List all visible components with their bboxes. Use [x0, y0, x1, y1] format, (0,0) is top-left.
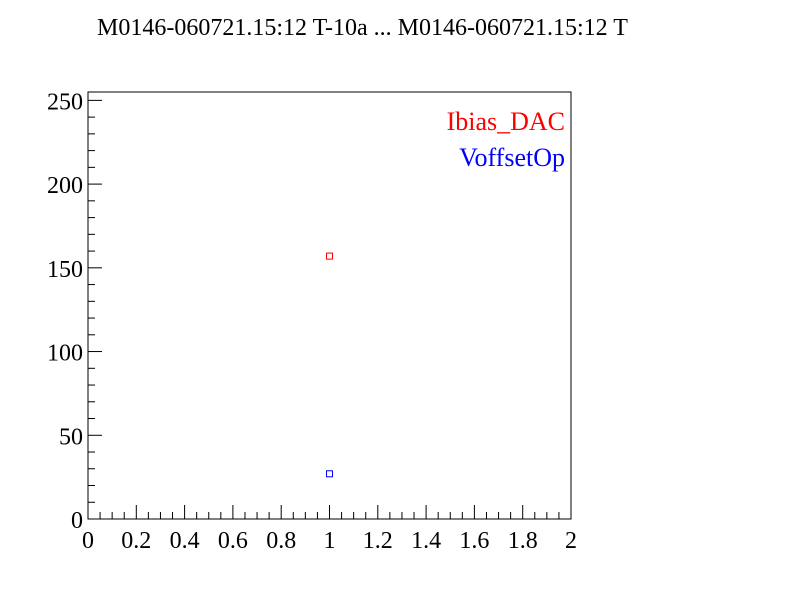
x-tick-label: 1.4 [411, 528, 441, 554]
legend-entry: VoffsetOp [459, 143, 565, 172]
y-tick-label: 50 [59, 424, 83, 450]
x-tick-label: 0.4 [170, 528, 200, 554]
x-tick-label: 1.6 [459, 528, 489, 554]
y-tick-label: 0 [71, 508, 83, 534]
y-tick-label: 150 [47, 257, 83, 283]
x-tick-label: 0 [82, 528, 94, 554]
x-tick-label: 1.8 [508, 528, 538, 554]
data-points [326, 252, 333, 478]
x-tick-label: 0.2 [121, 528, 151, 554]
x-tick-label: 1.2 [363, 528, 393, 554]
axes: 0 0.2 0.4 0.6 0.8 1 1.2 1.4 1.6 1.8 2 0 50 100 150 200 2… [47, 89, 577, 554]
legend-entry: Ibias_DAC [447, 107, 565, 136]
y-tick-label: 200 [47, 173, 83, 199]
legend: Ibias_DAC VoffsetOp [447, 107, 565, 172]
chart-title: M0146-060721.15:12 T-10a ... M0146-06072… [97, 15, 628, 41]
y-tick-label: 250 [47, 89, 83, 115]
x-tick-label: 2 [565, 528, 577, 554]
data-point-voffsetop [326, 470, 333, 478]
x-tick-label: 0.8 [266, 528, 296, 554]
x-tick-label: 1 [324, 528, 336, 554]
data-point-ibias-dac [326, 252, 333, 260]
x-tick-label: 0.6 [218, 528, 248, 554]
y-tick-label: 100 [47, 341, 83, 367]
